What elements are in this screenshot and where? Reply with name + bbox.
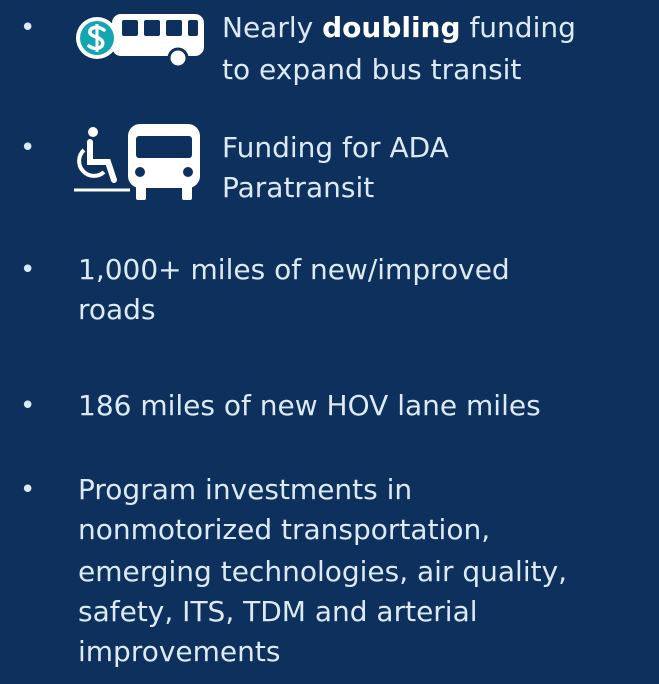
bullet-text: Program investments in — [78, 473, 413, 506]
bullet: • — [20, 133, 36, 163]
bus-funding-icon — [76, 14, 204, 69]
bullet-text: Nearly doubling funding — [222, 8, 576, 48]
bullet: • — [20, 475, 36, 505]
bullet-text: safety, ITS, TDM and arterial — [78, 595, 478, 628]
text-segment: funding — [469, 11, 576, 44]
text-segment: Nearly — [222, 11, 314, 44]
bullet-text: Paratransit — [222, 171, 375, 204]
bullet: • — [20, 13, 36, 43]
bullet: • — [20, 255, 36, 285]
bullet-text: Funding for ADA — [222, 131, 449, 164]
bullet-text: improvements — [78, 635, 281, 668]
paratransit-icon — [74, 124, 200, 200]
bullet-text: to expand bus transit — [222, 53, 522, 86]
bullet-text: emerging technologies, air quality, — [78, 555, 568, 588]
bullet-text: 1,000+ miles of new/improved — [78, 253, 510, 286]
bullet: • — [20, 391, 36, 421]
bullet-text: 186 miles of new HOV lane miles — [78, 389, 541, 422]
bullet-text: roads — [78, 293, 156, 326]
bold-text: doubling — [322, 11, 461, 44]
bullet-text: nonmotorized transportation, — [78, 513, 491, 546]
